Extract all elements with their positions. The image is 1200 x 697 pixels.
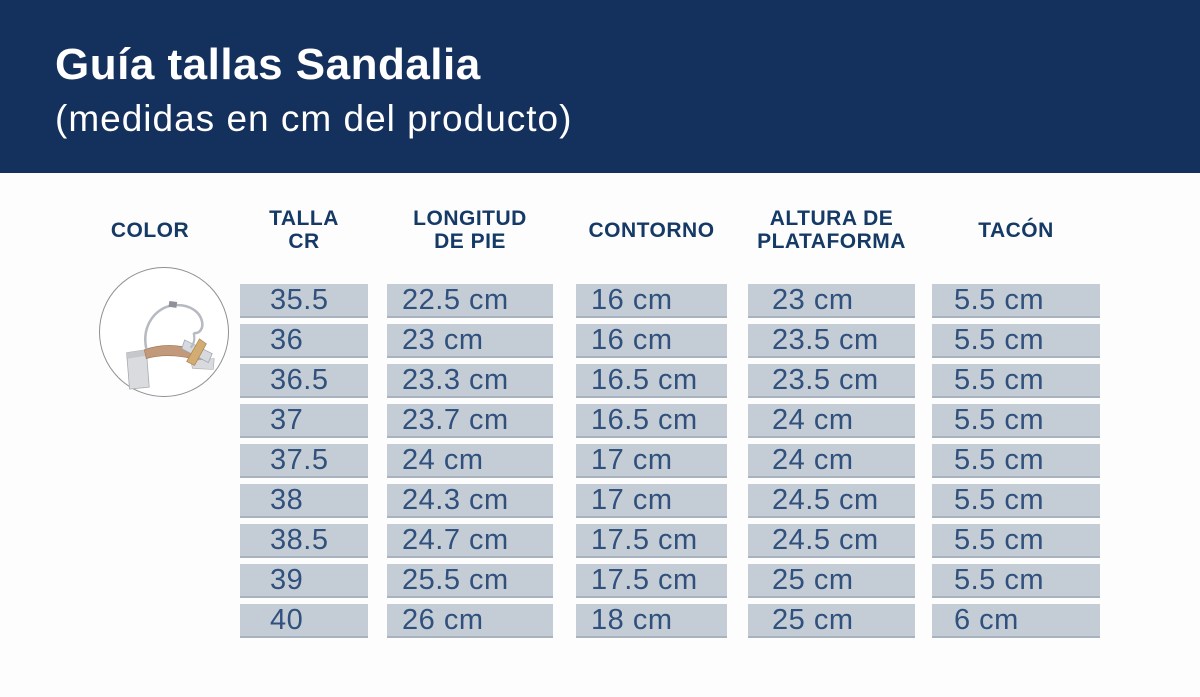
- cell-longitud: 26 cm: [387, 604, 553, 638]
- cell-talla: 36.5: [240, 364, 368, 398]
- table-row: 40 26 cm 18 cm 25 cm 6 cm: [0, 604, 1200, 638]
- cell-longitud: 24.7 cm: [387, 524, 553, 558]
- cell-plataforma: 24 cm: [748, 404, 915, 438]
- table-row: 36.5 23.3 cm 16.5 cm 23.5 cm 5.5 cm: [0, 364, 1200, 398]
- column-header-label: COLOR: [110, 218, 190, 242]
- cell-tacon: 5.5 cm: [932, 324, 1100, 358]
- column-header-altura-de-plataforma: ALTURA DE PLATAFORMA: [748, 202, 915, 258]
- cell-contorno: 16 cm: [576, 324, 727, 358]
- cell-contorno: 16 cm: [576, 284, 727, 318]
- page-title: Guía tallas Sandalia: [55, 40, 481, 89]
- cell-talla: 38: [240, 484, 368, 518]
- column-header-label: ALTURA DE: [769, 207, 894, 230]
- cell-talla: 40: [240, 604, 368, 638]
- sandal-icon: [126, 300, 215, 390]
- cell-tacon: 5.5 cm: [932, 404, 1100, 438]
- column-header-label: CONTORNO: [588, 218, 715, 242]
- product-photo: [99, 267, 229, 397]
- cell-longitud: 23.7 cm: [387, 404, 553, 438]
- cell-talla: 36: [240, 324, 368, 358]
- cell-tacon: 5.5 cm: [932, 484, 1100, 518]
- column-header-talla-cr: TALLA CR: [240, 202, 368, 258]
- table-row: 38 24.3 cm 17 cm 24.5 cm 5.5 cm: [0, 484, 1200, 518]
- cell-contorno: 17.5 cm: [576, 524, 727, 558]
- cell-tacon: 5.5 cm: [932, 564, 1100, 598]
- page-subtitle: (medidas en cm del producto): [55, 98, 573, 139]
- size-table: 35.5 22.5 cm 16 cm 23 cm 5.5 cm 36 23 cm…: [0, 284, 1200, 644]
- cell-talla: 39: [240, 564, 368, 598]
- column-header-color: COLOR: [95, 202, 205, 258]
- cell-talla: 35.5: [240, 284, 368, 318]
- cell-plataforma: 25 cm: [748, 564, 915, 598]
- cell-longitud: 24 cm: [387, 444, 553, 478]
- cell-tacon: 5.5 cm: [932, 284, 1100, 318]
- cell-plataforma: 24 cm: [748, 444, 915, 478]
- cell-contorno: 18 cm: [576, 604, 727, 638]
- cell-longitud: 22.5 cm: [387, 284, 553, 318]
- cell-plataforma: 24.5 cm: [748, 484, 915, 518]
- cell-longitud: 24.3 cm: [387, 484, 553, 518]
- cell-contorno: 17.5 cm: [576, 564, 727, 598]
- cell-tacon: 6 cm: [932, 604, 1100, 638]
- cell-contorno: 16.5 cm: [576, 404, 727, 438]
- table-row: 37 23.7 cm 16.5 cm 24 cm 5.5 cm: [0, 404, 1200, 438]
- cell-longitud: 23.3 cm: [387, 364, 553, 398]
- cell-plataforma: 23 cm: [748, 284, 915, 318]
- column-header-label: LONGITUD: [413, 207, 527, 230]
- table-row: 39 25.5 cm 17.5 cm 25 cm 5.5 cm: [0, 564, 1200, 598]
- cell-talla: 37.5: [240, 444, 368, 478]
- cell-longitud: 23 cm: [387, 324, 553, 358]
- column-header-label: CR: [288, 230, 320, 253]
- cell-contorno: 16.5 cm: [576, 364, 727, 398]
- table-row: 36 23 cm 16 cm 23.5 cm 5.5 cm: [0, 324, 1200, 358]
- column-header-longitud-de-pie: LONGITUD DE PIE: [387, 202, 553, 258]
- cell-tacon: 5.5 cm: [932, 364, 1100, 398]
- column-header-tacon: TACÓN: [932, 202, 1100, 258]
- cell-plataforma: 24.5 cm: [748, 524, 915, 558]
- cell-plataforma: 23.5 cm: [748, 364, 915, 398]
- column-header-label: DE PIE: [434, 230, 506, 253]
- column-header-label: TALLA: [269, 207, 339, 230]
- cell-plataforma: 25 cm: [748, 604, 915, 638]
- cell-plataforma: 23.5 cm: [748, 324, 915, 358]
- cell-contorno: 17 cm: [576, 444, 727, 478]
- cell-longitud: 25.5 cm: [387, 564, 553, 598]
- cell-contorno: 17 cm: [576, 484, 727, 518]
- column-header-contorno: CONTORNO: [576, 202, 727, 258]
- cell-tacon: 5.5 cm: [932, 444, 1100, 478]
- cell-talla: 37: [240, 404, 368, 438]
- header-band: Guía tallas Sandalia (medidas en cm del …: [0, 0, 1200, 173]
- column-header-label: TACÓN: [978, 218, 1054, 242]
- cell-talla: 38.5: [240, 524, 368, 558]
- column-header-label: PLATAFORMA: [757, 230, 906, 253]
- table-row: 35.5 22.5 cm 16 cm 23 cm 5.5 cm: [0, 284, 1200, 318]
- table-row: 37.5 24 cm 17 cm 24 cm 5.5 cm: [0, 444, 1200, 478]
- table-row: 38.5 24.7 cm 17.5 cm 24.5 cm 5.5 cm: [0, 524, 1200, 558]
- cell-tacon: 5.5 cm: [932, 524, 1100, 558]
